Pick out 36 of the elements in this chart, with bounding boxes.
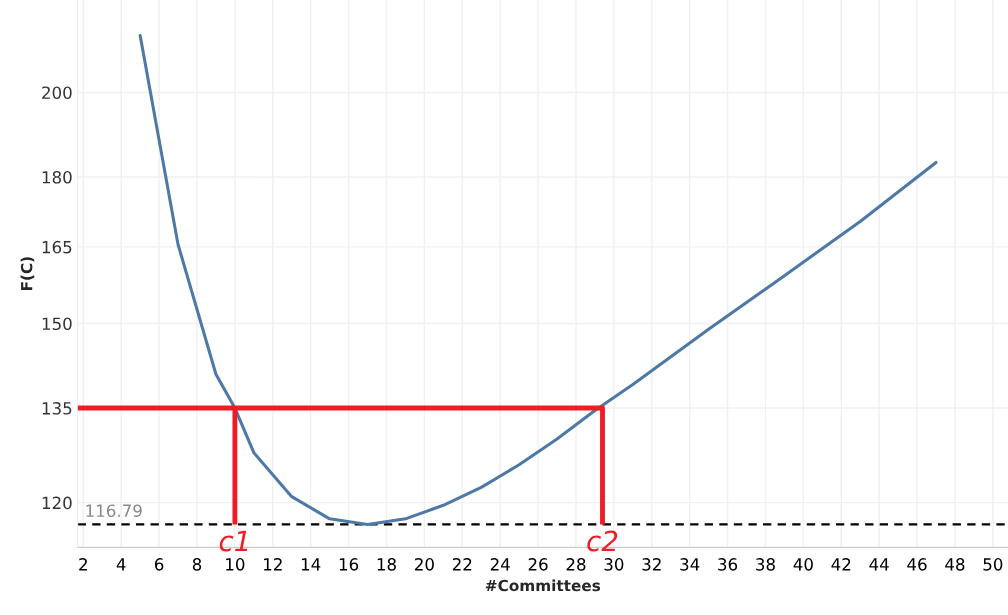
- y-axis-title: F(C): [20, 257, 35, 291]
- y-tick-label: 120: [42, 496, 72, 510]
- y-tick-label: 150: [42, 317, 72, 331]
- x-tick-label: 36: [718, 558, 738, 571]
- x-tick-label: 8: [192, 558, 202, 571]
- x-tick-label: 14: [301, 558, 321, 571]
- x-tick-label: 26: [528, 558, 548, 571]
- x-tick-label: 10: [226, 558, 245, 571]
- annotation: c2: [587, 530, 618, 552]
- x-tick-label: 22: [452, 558, 472, 571]
- y-tick-label: 180: [42, 171, 72, 184]
- x-tick-label: 24: [490, 558, 510, 571]
- x-tick-label: 44: [869, 558, 889, 571]
- annotation: c1: [219, 530, 248, 552]
- x-tick-label: 28: [566, 558, 586, 571]
- x-tick-label: 38: [756, 558, 775, 571]
- x-tick-label: 42: [831, 558, 851, 571]
- x-tick-label: 40: [793, 558, 813, 571]
- x-tick-label: 46: [907, 558, 927, 571]
- x-tick-label: 20: [415, 558, 434, 571]
- y-tick-label: 200: [42, 86, 72, 100]
- x-axis-title: #Committees: [485, 579, 601, 592]
- y-tick-label: 135: [42, 402, 72, 415]
- x-tick-label: 12: [264, 558, 282, 571]
- x-tick-label: 18: [377, 558, 396, 571]
- x-tick-label: 16: [339, 558, 359, 571]
- x-tick-label: 48: [945, 558, 965, 571]
- x-tick-label: 34: [680, 558, 700, 571]
- x-tick-label: 30: [604, 558, 624, 571]
- x-tick-label: 2: [79, 558, 87, 571]
- x-tick-label: 32: [642, 558, 661, 571]
- x-tick-label: 4: [116, 558, 126, 571]
- y-tick-label: 165: [42, 240, 72, 254]
- x-tick-label: 50: [983, 558, 1003, 571]
- ref-line-label: 116.79: [86, 504, 142, 518]
- x-tick-label: 6: [154, 558, 164, 571]
